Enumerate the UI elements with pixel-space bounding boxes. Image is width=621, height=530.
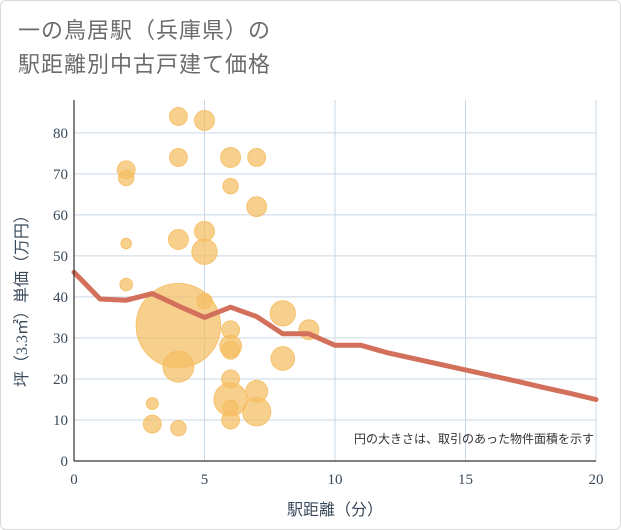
x-tick-label-4: 20: [589, 472, 604, 488]
y-tick-label-3: 30: [53, 331, 68, 347]
y-tick-label-7: 70: [53, 167, 68, 183]
bubble-1: [117, 169, 135, 187]
x-tick-label-0: 0: [70, 472, 78, 488]
bubble-10: [162, 350, 195, 383]
bubble-8: [167, 229, 189, 250]
chart-title-line-1: 一の鳥居駅（兵庫県）の: [18, 19, 272, 44]
bubble-5: [142, 414, 162, 434]
x-tick-label-3: 15: [458, 472, 473, 488]
y-tick-label-0: 0: [61, 454, 69, 470]
bubble-16: [220, 146, 242, 168]
size-legend-note: 円の大きさは、取引のあった物件面積を示す: [354, 431, 594, 446]
bubble-15: [196, 292, 213, 310]
bubble-17: [222, 177, 239, 195]
y-tick-label-4: 40: [53, 290, 68, 306]
x-tick-label-1: 5: [201, 472, 209, 488]
trend-line: [71, 269, 599, 402]
x-tick-label-2: 10: [328, 472, 343, 488]
bubble-26: [246, 196, 268, 218]
bubble-30: [270, 346, 296, 371]
y-tick-label-2: 20: [53, 372, 68, 388]
bubble-11: [170, 419, 187, 437]
bubble-14: [191, 238, 218, 265]
bubble-28: [242, 397, 272, 427]
bubble-6: [168, 106, 188, 126]
bubble-29: [269, 300, 296, 327]
bubble-25: [247, 148, 267, 167]
bubble-2: [120, 237, 132, 250]
chart-title: 一の鳥居駅（兵庫県）の 駅距離別中古戸建て価格: [18, 15, 271, 83]
bubble-13: [194, 220, 215, 242]
axes: [73, 100, 596, 462]
bubble-4: [145, 397, 159, 411]
chart-title-line-2: 駅距離別中古戸建て価格: [18, 53, 272, 78]
x-axis-label: 駅距離（分）: [287, 501, 383, 519]
bubble-24: [221, 410, 241, 430]
y-tick-label-5: 50: [53, 249, 68, 265]
y-tick-label-8: 80: [53, 126, 68, 142]
bubble-series: [116, 106, 320, 437]
trend-line-series: [71, 269, 599, 402]
bubble-20: [221, 340, 241, 360]
bubble-3: [119, 277, 133, 292]
y-axis-label: 坪（3.3㎡）単価（万円）: [13, 207, 31, 387]
bubble-12: [194, 110, 215, 131]
tick-labels: 0 5 10 15 20 0 10 20 30 40 50 60 70 80: [53, 126, 604, 488]
bubble-7: [168, 148, 188, 167]
y-tick-label-1: 10: [53, 413, 68, 429]
y-tick-label-6: 60: [53, 208, 68, 224]
